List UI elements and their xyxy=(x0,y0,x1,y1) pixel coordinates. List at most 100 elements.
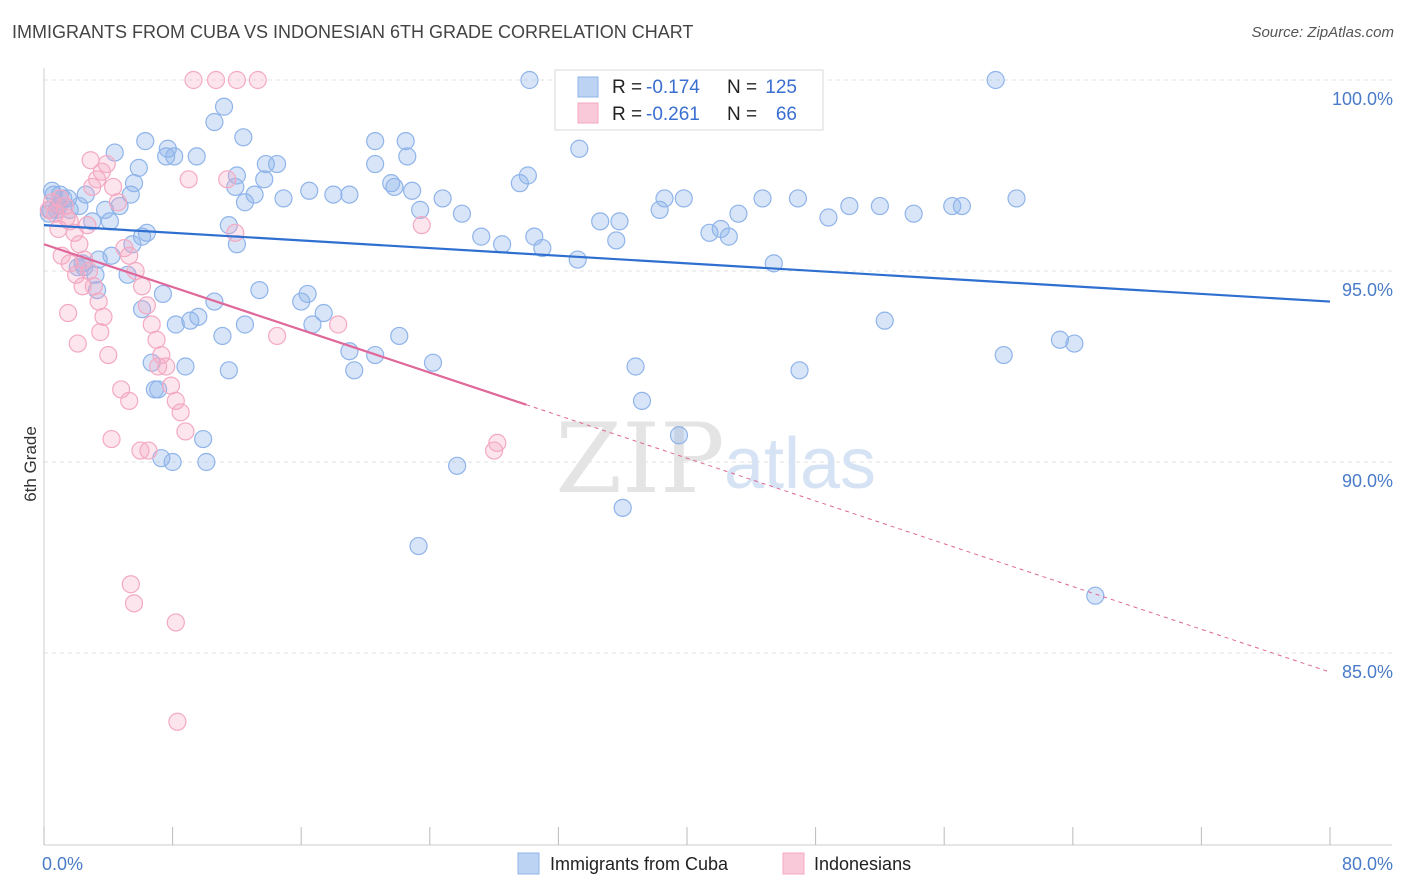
cuba-point-9 xyxy=(76,185,95,204)
cuba-point-44 xyxy=(366,154,385,174)
legend-r-indonesians: -0.261 xyxy=(646,104,700,125)
cuba-point-90 xyxy=(153,284,173,304)
legend-n-indonesians: 66 xyxy=(776,104,797,125)
bottom-legend-swatch-indonesians xyxy=(782,852,805,875)
y-tick-label-0: 100.0% xyxy=(1332,89,1393,109)
cuba-point-69 xyxy=(729,204,748,223)
watermark-zip: ZIP xyxy=(555,403,724,515)
cuba-point-99 xyxy=(219,361,238,380)
grid-lines xyxy=(44,79,1392,654)
indonesians-point-23 xyxy=(97,154,116,174)
cuba-point-61 xyxy=(610,212,629,231)
indonesians-point-64 xyxy=(267,326,287,346)
cuba-point-121 xyxy=(1086,586,1105,605)
cuba-point-64 xyxy=(655,189,674,208)
watermark: ZIP atlas xyxy=(555,403,876,515)
cuba-point-55 xyxy=(518,166,537,185)
indonesians-point-24 xyxy=(81,151,100,170)
cuba-point-98 xyxy=(235,315,255,334)
indonesians-point-19 xyxy=(78,216,97,235)
cuba-point-25 xyxy=(205,112,224,132)
cuba-point-58 xyxy=(570,139,589,158)
indonesians-point-48 xyxy=(149,357,168,376)
cuba-point-68 xyxy=(719,227,738,246)
indonesians-trend-line xyxy=(43,243,527,406)
cuba-point-101 xyxy=(298,284,317,304)
cuba-point-43 xyxy=(398,147,417,166)
cuba-point-109 xyxy=(423,353,443,372)
cuba-point-116 xyxy=(790,361,809,380)
indonesians-point-65 xyxy=(226,223,245,242)
cuba-point-77 xyxy=(943,196,962,216)
cuba-point-97 xyxy=(213,326,232,346)
indonesians-point-38 xyxy=(171,403,190,422)
series-cuba-points xyxy=(39,70,1105,605)
indonesians-point-63 xyxy=(329,315,348,334)
indonesians-point-58 xyxy=(227,70,246,90)
cuba-point-125 xyxy=(163,452,182,472)
bottom-legend-label-cuba: Immigrants from Cuba xyxy=(550,854,729,874)
cuba-point-111 xyxy=(409,536,428,556)
cuba-point-39 xyxy=(300,181,319,200)
cuba-point-79 xyxy=(986,70,1005,90)
indonesians-point-59 xyxy=(248,70,267,90)
cuba-point-33 xyxy=(235,193,255,212)
cuba-point-49 xyxy=(411,200,430,219)
cuba-point-36 xyxy=(219,216,238,235)
legend-r-cuba: -0.174 xyxy=(646,77,700,98)
indonesians-point-37 xyxy=(166,391,185,410)
legend-r-label-cuba: R = xyxy=(612,77,642,98)
indonesians-point-11 xyxy=(89,292,108,311)
cuba-point-17 xyxy=(137,223,156,242)
cuba-point-35 xyxy=(245,185,264,204)
indonesians-point-12 xyxy=(94,307,113,326)
cuba-point-72 xyxy=(788,189,808,208)
cuba-point-53 xyxy=(493,235,512,254)
indonesians-point-51 xyxy=(124,594,144,613)
indonesians-point-50 xyxy=(121,575,140,594)
indonesians-point-33 xyxy=(147,330,166,349)
indonesians-point-7 xyxy=(70,235,89,254)
indonesians-point-42 xyxy=(91,323,110,342)
indonesians-point-56 xyxy=(206,70,226,90)
cuba-point-123 xyxy=(197,452,216,472)
indonesians-point-18 xyxy=(57,208,76,227)
cuba-point-104 xyxy=(292,292,311,311)
cuba-point-100 xyxy=(250,281,269,300)
stats-legend: R = -0.174 N = 125 R = -0.261 N = 66 xyxy=(554,69,824,131)
cuba-point-113 xyxy=(626,357,645,376)
cuba-point-27 xyxy=(234,128,253,147)
cuba-point-51 xyxy=(452,204,472,223)
y-tick-label-2: 90.0% xyxy=(1342,471,1393,491)
cuba-point-75 xyxy=(870,196,890,216)
watermark-atlas: atlas xyxy=(724,424,876,504)
indonesians-point-15 xyxy=(67,265,86,284)
indonesians-point-16 xyxy=(73,277,92,296)
legend-n-cuba: 125 xyxy=(765,77,797,98)
cuba-point-23 xyxy=(158,139,177,158)
indonesians-point-52 xyxy=(166,613,185,632)
indonesians-point-47 xyxy=(139,441,158,460)
cuba-point-59 xyxy=(591,212,610,231)
cuba-point-119 xyxy=(1050,330,1070,349)
cuba-point-91 xyxy=(166,315,185,334)
indonesians-point-43 xyxy=(99,345,118,365)
y-tick-label-3: 85.0% xyxy=(1342,662,1393,682)
cuba-point-41 xyxy=(366,132,385,151)
cuba-point-106 xyxy=(345,361,364,380)
cuba-trend-line xyxy=(43,224,1331,303)
indonesians-point-53 xyxy=(168,712,187,731)
cuba-point-32 xyxy=(255,170,274,189)
cuba-point-65 xyxy=(674,189,693,208)
cuba-point-92 xyxy=(176,357,195,376)
cuba-point-81 xyxy=(520,70,539,90)
cuba-point-70 xyxy=(753,189,772,208)
cuba-point-86 xyxy=(100,212,120,231)
legend-swatch-indonesians xyxy=(577,102,599,124)
cuba-point-66 xyxy=(700,223,719,242)
indonesians-point-36 xyxy=(161,376,181,395)
indonesians-point-34 xyxy=(152,345,171,365)
indonesians-trend-extension xyxy=(526,404,1331,673)
indonesians-point-25 xyxy=(104,177,123,197)
